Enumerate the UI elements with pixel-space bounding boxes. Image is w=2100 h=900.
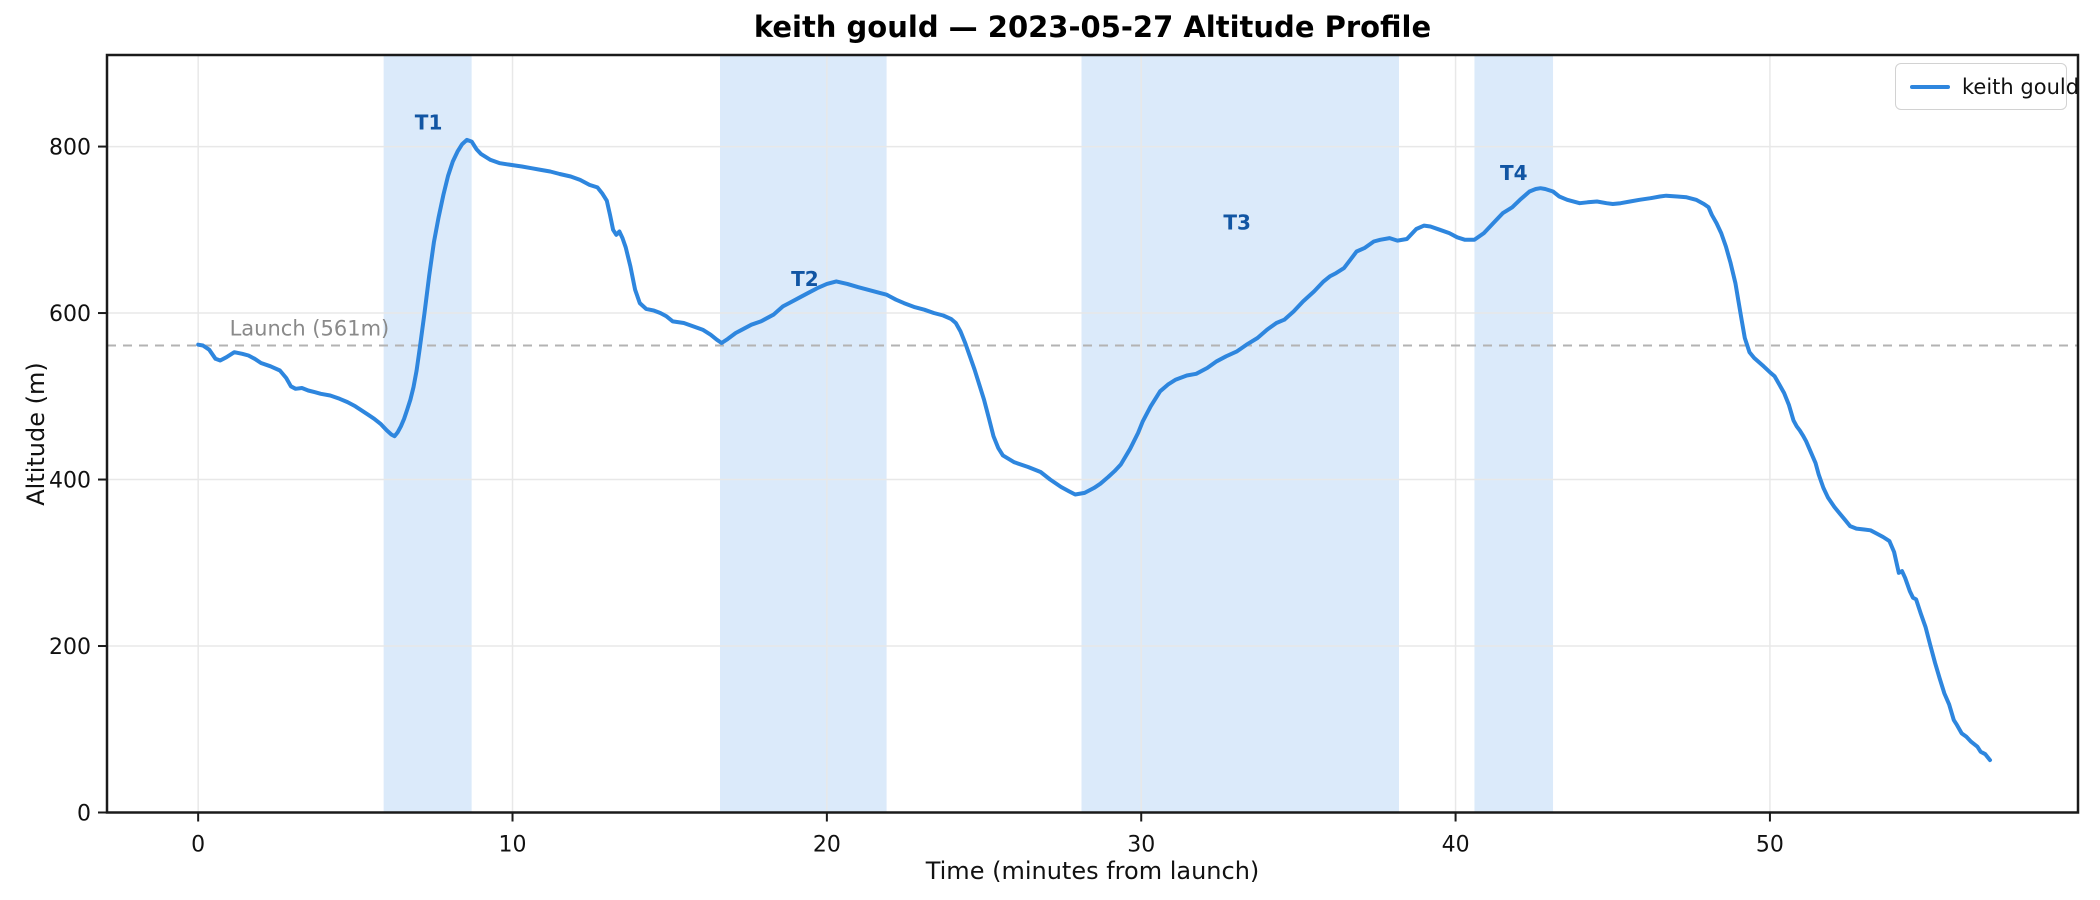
x-tick-label: 50 (1756, 833, 1784, 858)
y-tick-label: 0 (77, 802, 91, 827)
legend-line-swatch (1910, 84, 1950, 89)
thermal-band-label: T1 (415, 110, 443, 134)
thermal-band-t4 (1474, 55, 1554, 813)
y-tick-label: 600 (49, 302, 91, 327)
launch-line-label: Launch (561m) (230, 317, 390, 341)
altitude-line (196, 137, 1992, 763)
thermal-band-label: T3 (1223, 210, 1251, 234)
plot-frame (105, 53, 2080, 814)
thermal-band-label: T4 (1500, 161, 1528, 185)
x-tick-label: 0 (191, 833, 205, 858)
y-tick-label: 200 (49, 635, 91, 660)
y-axis-label: Altitude (m) (22, 362, 50, 506)
legend-label: keith gould (1962, 74, 2080, 99)
y-tick-label: 800 (49, 136, 91, 161)
x-tick-label: 40 (1442, 833, 1470, 858)
y-tick-label: 400 (49, 469, 91, 494)
x-axis-label: Time (minutes from launch) (925, 857, 1260, 885)
x-tick-label: 30 (1127, 833, 1155, 858)
legend: keith gould (1895, 63, 2079, 110)
thermal-band-t3 (1081, 55, 1399, 813)
x-tick-label: 10 (499, 833, 527, 858)
chart-title: keith gould — 2023-05-27 Altitude Profil… (753, 10, 1432, 44)
x-tick-label: 20 (813, 833, 841, 858)
thermal-band-t2 (719, 55, 887, 813)
thermal-band-label: T2 (791, 267, 819, 291)
